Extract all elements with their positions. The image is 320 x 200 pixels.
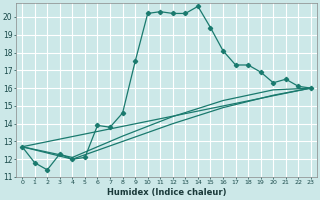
X-axis label: Humidex (Indice chaleur): Humidex (Indice chaleur) [107, 188, 226, 197]
